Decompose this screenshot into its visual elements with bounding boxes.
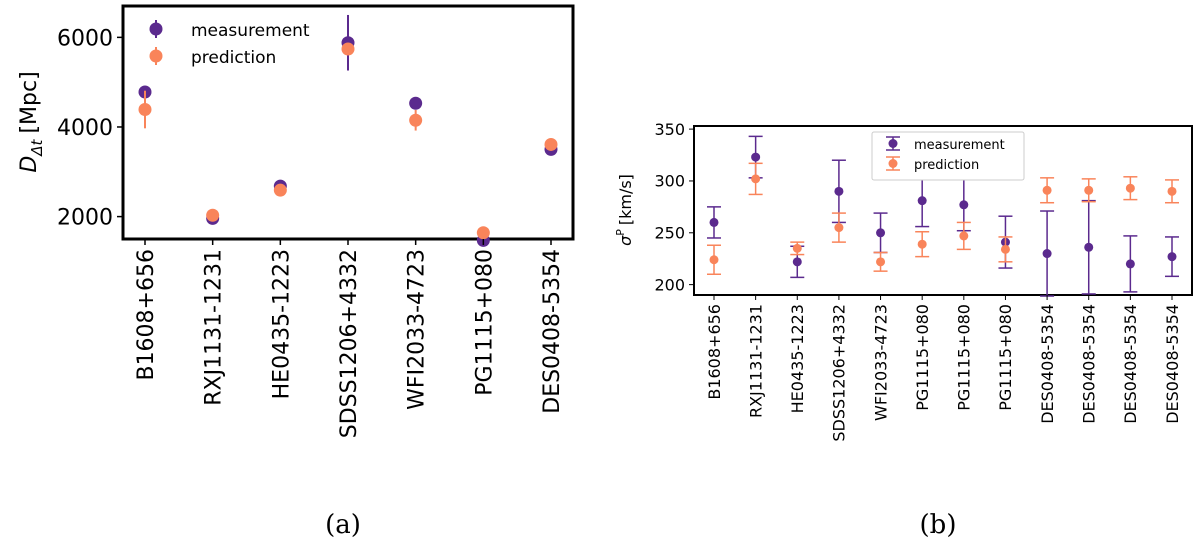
panel-b-frame xyxy=(693,125,1193,296)
x-tick-label: SDSS1206+4332 xyxy=(337,249,362,438)
panel-b-legend: measurement prediction xyxy=(871,131,1025,181)
point-measurement xyxy=(917,196,927,206)
point-prediction xyxy=(206,208,220,222)
x-tick-label: DES0408-5354 xyxy=(540,249,565,414)
y-tick-label: 300 xyxy=(654,172,685,191)
legend-measurement-marker xyxy=(149,22,163,36)
point-measurement xyxy=(1125,259,1135,269)
legend-measurement-label: measurement xyxy=(191,21,310,41)
point-measurement xyxy=(1167,252,1177,262)
panel-a-marks xyxy=(138,14,558,247)
x-tick-label: B1608+656 xyxy=(705,304,724,400)
point-prediction xyxy=(273,183,287,197)
x-tick-label: DES0408-5354 xyxy=(1079,304,1098,424)
point-prediction xyxy=(1042,185,1052,195)
panel-b-marks xyxy=(707,135,1179,297)
point-prediction xyxy=(917,239,927,249)
point-prediction xyxy=(709,255,719,265)
point-prediction xyxy=(834,223,844,233)
point-prediction xyxy=(341,42,355,56)
panel-b-y-ticks: 200 250 300 350 xyxy=(654,120,694,294)
point-measurement xyxy=(1042,249,1052,259)
point-measurement xyxy=(409,96,423,110)
legend-b-prediction-label: prediction xyxy=(914,158,979,173)
point-prediction xyxy=(751,174,761,184)
point-measurement xyxy=(751,152,761,162)
panel-b-y-axis-label: σP[km/s] xyxy=(614,174,635,246)
x-tick-label: HE0435-1223 xyxy=(788,304,807,413)
x-tick-label: SDSS1206+4332 xyxy=(830,304,849,442)
panel-b-x-ticks: B1608+656 RXJ1131-1231 HE0435-1223 SDSS1206… xyxy=(705,295,1182,442)
panel-a-legend: measurement prediction xyxy=(149,20,310,68)
y-tick-label: 2000 xyxy=(57,206,113,231)
point-measurement xyxy=(959,200,969,210)
legend-prediction-label: prediction xyxy=(191,48,276,68)
x-tick-label: RXJ1131-1231 xyxy=(202,249,227,406)
y-tick-label: 250 xyxy=(654,224,685,243)
x-tick-label: PG1115+080 xyxy=(472,249,497,396)
panel-a-y-ticks: 2000 4000 6000 xyxy=(57,26,123,231)
x-tick-label: DES0408-5354 xyxy=(1121,304,1140,424)
x-tick-label: PG1115+080 xyxy=(913,304,932,411)
x-tick-label: RXJ1131-1231 xyxy=(746,304,765,418)
point-measurement xyxy=(876,228,886,238)
point-prediction xyxy=(1167,186,1177,196)
x-tick-label: DES0408-5354 xyxy=(1163,304,1182,424)
point-prediction xyxy=(876,257,886,267)
x-tick-label: PG1115+080 xyxy=(955,304,974,411)
point-prediction xyxy=(409,113,423,127)
panel-b: 200 250 300 350 B1608+656 RXJ1131-1231 HE0435… xyxy=(614,120,1193,540)
point-measurement xyxy=(792,257,802,267)
y-tick-label: 6000 xyxy=(57,26,113,51)
point-prediction xyxy=(138,103,152,117)
panel-a-caption: (a) xyxy=(325,510,361,540)
panel-b-caption: (b) xyxy=(920,510,957,540)
x-tick-label: HE0435-1223 xyxy=(269,249,294,399)
point-prediction xyxy=(959,231,969,241)
point-measurement xyxy=(834,186,844,196)
x-tick-label: DES0408-5354 xyxy=(1038,304,1057,424)
point-prediction xyxy=(1084,185,1094,195)
y-tick-label: 4000 xyxy=(57,116,113,141)
panel-a: 2000 4000 6000 B1608+656 RXJ1131-1231 HE0435… xyxy=(17,4,575,540)
y-tick-label: 350 xyxy=(654,120,685,139)
point-measurement xyxy=(1084,242,1094,252)
legend-b-prediction-marker xyxy=(888,159,898,168)
point-measurement xyxy=(709,217,719,227)
point-prediction xyxy=(1000,244,1010,254)
x-tick-label: WFI2033-4723 xyxy=(405,249,430,410)
legend-prediction-marker xyxy=(149,49,163,63)
panel-a-y-axis-label: DΔt[Mpc] xyxy=(17,71,46,172)
x-tick-label: PG1115+080 xyxy=(996,304,1015,411)
legend-b-measurement-label: measurement xyxy=(914,138,1005,153)
panel-a-x-ticks: B1608+656 RXJ1131-1231 HE0435-1223 SDSS1206… xyxy=(134,239,565,438)
legend-b-measurement-marker xyxy=(888,139,898,148)
x-tick-label: WFI2033-4723 xyxy=(871,304,890,421)
point-prediction xyxy=(544,137,558,151)
panel-b-legend-box xyxy=(871,131,1025,181)
point-prediction xyxy=(1125,183,1135,193)
x-tick-label: B1608+656 xyxy=(134,249,159,381)
y-tick-label: 200 xyxy=(654,275,685,294)
point-prediction xyxy=(476,226,490,240)
point-prediction xyxy=(792,243,802,253)
